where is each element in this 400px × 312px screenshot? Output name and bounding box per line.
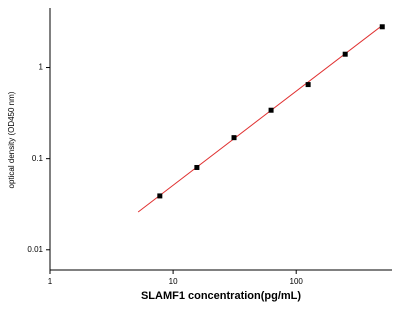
fit-line bbox=[137, 24, 383, 213]
y-tick-label: 1 bbox=[39, 63, 44, 72]
x-tick-label: 100 bbox=[290, 277, 304, 286]
data-point bbox=[194, 164, 200, 170]
data-point bbox=[231, 135, 237, 141]
data-point bbox=[342, 51, 348, 57]
y-tick-label: 0.01 bbox=[27, 245, 43, 254]
data-point bbox=[157, 193, 163, 199]
data-point bbox=[268, 107, 274, 113]
y-axis-label: optical density (OD450 nm) bbox=[7, 91, 16, 188]
data-point bbox=[379, 24, 385, 30]
x-tick-label: 10 bbox=[169, 277, 178, 286]
y-tick-label: 0.1 bbox=[32, 154, 44, 163]
x-axis-label: SLAMF1 concentration(pg/mL) bbox=[141, 290, 301, 302]
x-tick-label: 1 bbox=[48, 277, 53, 286]
data-point bbox=[305, 82, 311, 88]
